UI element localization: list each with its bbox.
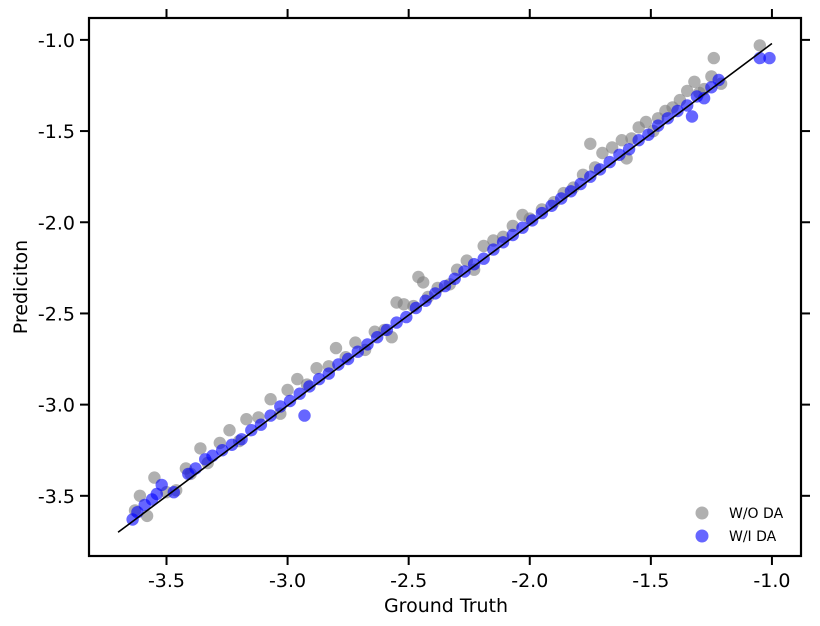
data-point [671,104,684,118]
data-point [264,393,277,406]
y-tick-label: -2.0 [38,212,75,234]
data-point [613,148,626,161]
y-axis-label: Prediciton [10,240,32,334]
plot-frame [87,16,803,558]
y-tick-label: -1.5 [38,121,75,143]
data-point [712,73,725,87]
data-point [487,243,500,256]
data-point [639,115,653,129]
data-point [332,358,345,371]
x-tick-label: -1.0 [753,570,790,592]
x-tick-label: -3.5 [148,570,185,592]
data-point [574,177,587,191]
data-point [632,134,645,147]
data-point [661,112,674,125]
legend: W/O DA W/I DA [695,506,784,545]
data-point [281,383,294,397]
data-point [516,221,529,234]
y-tick-label: -3.5 [38,486,75,508]
x-axis-label: Ground Truth [384,595,508,617]
data-point [526,214,539,227]
data-point [448,272,461,285]
data-point [545,199,558,212]
data-point [417,276,430,289]
legend-marker [695,506,709,520]
legend-marker [695,529,709,543]
x-tick-label: -2.0 [511,570,548,592]
data-point [584,170,597,183]
data-point [189,462,202,475]
data-point [763,51,776,65]
data-point [293,387,306,400]
legend-label: W/O DA [729,506,784,522]
data-point [240,413,253,426]
y-tick-label: -1.0 [38,30,75,52]
data-point [685,110,699,123]
x-tick-label: -1.5 [632,570,669,592]
data-point [155,478,168,492]
x-tick-label: -2.5 [390,570,427,592]
data-point [216,444,229,457]
data-point [329,341,343,355]
data-point [753,39,766,52]
data-point [291,372,304,386]
data-point [603,155,616,169]
data-point [615,134,628,147]
data-point [264,409,277,422]
data-point [397,298,410,311]
data-point [596,146,609,160]
data-point [651,119,665,132]
data-point [535,206,549,220]
data-point [310,362,323,375]
data-point [584,137,597,150]
data-point [223,424,236,437]
data-point [688,75,701,89]
data-point [681,84,694,98]
data-point [303,380,316,393]
data-point [245,424,258,437]
data-point [506,219,519,233]
data-point [697,92,711,105]
data-point [312,372,326,386]
legend-label: W/I DA [729,529,777,545]
data-point [555,192,568,205]
data-point [298,409,311,422]
data-point [133,489,147,502]
data-point [283,394,297,408]
data-point [438,279,452,293]
identity-reference-line [117,42,773,533]
x-tick-label: -3.0 [269,570,306,592]
data-point [496,236,510,249]
data-point [477,239,490,253]
data-point [194,442,207,455]
data-point [458,265,471,278]
data-point [564,185,578,198]
axis-ticks [80,9,810,565]
y-tick-label: -2.5 [38,303,75,325]
axis-tick-labels: -3.5 -3.0 -2.5 -2.0 -1.5 -1.0 -3.5 -3.0 -2.5 -2.0… [38,30,791,592]
data-point [707,51,720,65]
data-point [487,234,500,247]
data-point [506,228,519,242]
data-point [467,258,481,271]
y-tick-label: -3.0 [38,395,75,417]
data-point [150,487,163,501]
series-1 [126,51,776,526]
data-point [225,438,239,451]
data-point [593,163,607,176]
